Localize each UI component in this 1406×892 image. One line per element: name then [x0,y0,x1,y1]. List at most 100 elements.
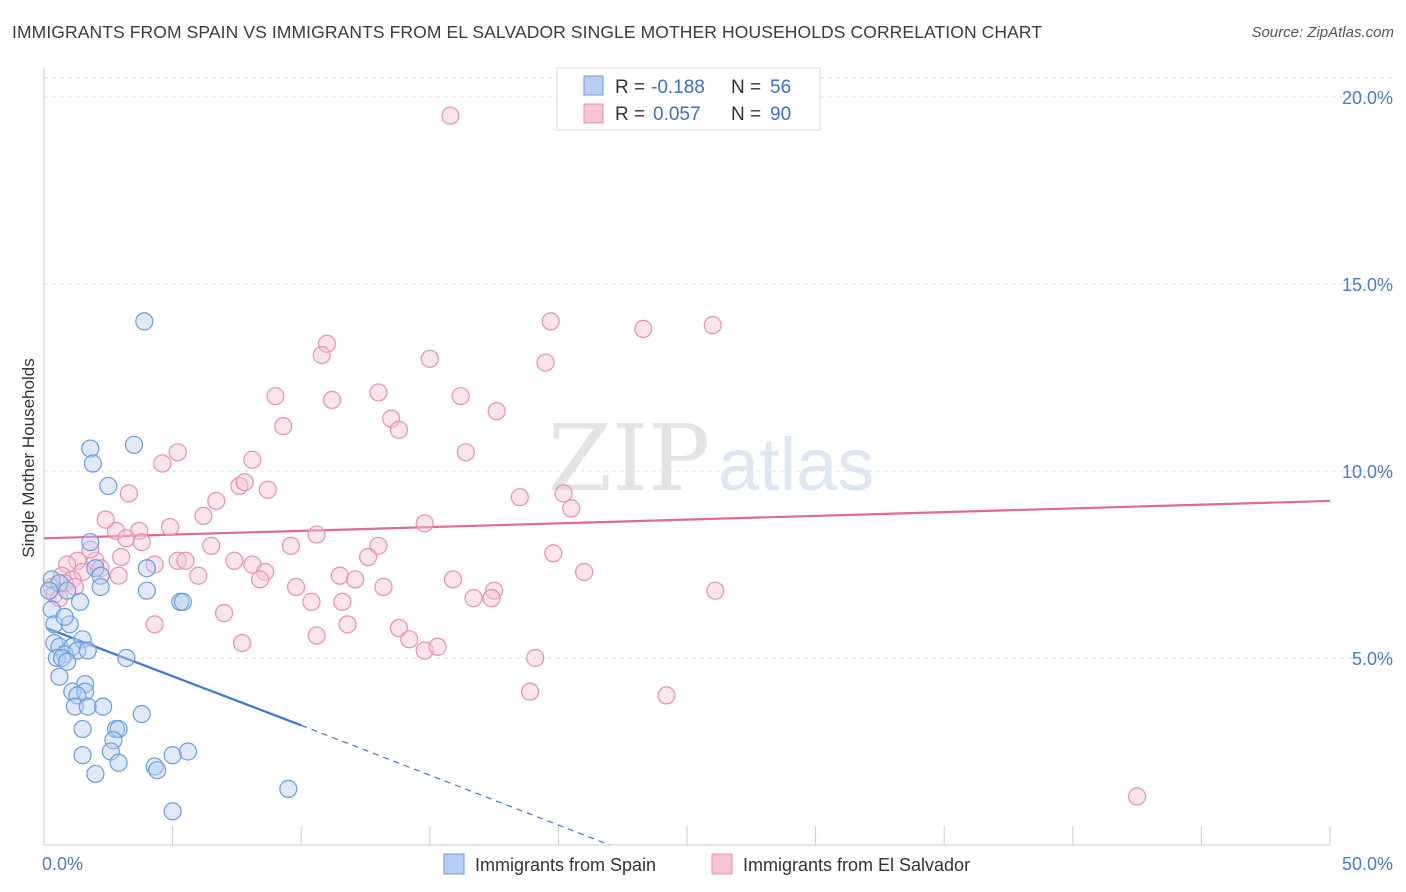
point-el-salvador [333,592,352,612]
point-el-salvador [207,491,226,511]
legend-swatch-el-salvador [583,103,604,124]
point-el-salvador [176,551,195,570]
point-el-salvador [554,484,573,503]
point-el-salvador [266,387,285,406]
y-tick-label: 20.0% [1342,88,1393,108]
point-el-salvador [456,443,475,462]
point-el-salvador [389,618,409,638]
point-spain [78,697,97,716]
point-spain [86,764,105,784]
point-el-salvador [634,319,653,338]
point-el-salvador [202,536,221,555]
bottom-legend-swatch-spain [443,853,465,875]
point-el-salvador [168,443,187,462]
point-el-salvador [487,402,506,421]
point-el-salvador [330,566,349,585]
point-spain [78,641,97,660]
legend-n-value-el-salvador: 90 [770,104,791,125]
point-el-salvador [168,551,187,570]
point-el-salvador [119,484,138,503]
point-el-salvador [443,570,463,589]
point-el-salvador [369,383,388,402]
point-spain [109,719,128,739]
legend-n-label-spain: N = [731,77,761,98]
point-el-salvador [657,686,676,705]
point-spain [132,704,151,724]
point-spain [73,630,92,649]
point-el-salvador [106,521,126,540]
point-spain [73,746,92,765]
point-el-salvador [145,615,164,634]
point-el-salvador [302,592,321,612]
point-el-salvador [307,525,326,544]
axes [43,68,1331,846]
point-el-salvador [706,581,725,600]
point-el-salvador [235,473,254,492]
point-spain [137,559,156,578]
point-spain [117,648,136,668]
point-el-salvador [317,334,337,353]
point-el-salvador [541,312,560,331]
point-spain [58,581,77,600]
point-el-salvador [482,589,501,608]
data-points [40,106,1147,821]
point-el-salvador [258,480,277,499]
point-spain [50,574,69,593]
point-el-salvador [1127,787,1147,806]
point-el-salvador [428,637,447,656]
point-spain [73,719,92,739]
point-el-salvador [526,648,545,668]
point-spain [55,607,74,626]
point-el-salvador [521,682,540,701]
point-el-salvador [214,604,234,623]
point-spain [68,641,87,660]
point-el-salvador [81,540,100,559]
point-spain [279,779,298,799]
point-el-salvador [250,570,270,589]
bottom-legend-label-spain: Immigrants from Spain [475,855,656,875]
point-el-salvador [132,532,151,552]
point-spain [124,435,144,454]
point-spain [70,592,90,612]
point-el-salvador [243,450,262,469]
point-el-salvador [109,566,128,585]
point-spain [94,697,113,716]
point-el-salvador [117,529,136,548]
watermark-atlas: atlas [718,423,874,506]
legend-n-label-el-salvador: N = [731,104,761,125]
point-el-salvador [374,577,393,597]
point-spain [81,439,100,458]
trend-line-spain-extension [300,724,611,846]
point-spain [40,581,59,600]
point-spain [81,532,100,552]
point-el-salvador [510,488,529,507]
point-el-salvador [225,551,244,570]
source-label: Source: ZipAtlas.com [1251,24,1394,41]
y-tick-label: 15.0% [1342,275,1393,295]
point-el-salvador [420,349,439,368]
point-el-salvador [485,581,504,600]
point-el-salvador [68,551,87,570]
y-axis-label: Single Mother Households [19,358,38,557]
point-spain [135,312,154,331]
point-el-salvador [389,420,409,439]
point-el-salvador [232,633,252,653]
point-el-salvador [189,566,208,585]
point-spain [58,652,77,671]
point-spain [45,615,64,634]
legend-r-value-el-salvador: 0.057 [653,104,701,125]
point-el-salvador [544,544,563,563]
point-el-salvador [194,506,213,525]
trend-line-el-salvador [43,499,1331,540]
legend-n-value-spain: 56 [770,77,791,98]
point-el-salvador [91,559,110,578]
point-spain [91,577,110,597]
point-spain [50,667,69,686]
point-el-salvador [274,417,293,436]
point-el-salvador [312,345,331,365]
point-el-salvador [358,547,378,567]
point-el-salvador [160,517,180,537]
legend-r-label-spain: R = [615,77,645,98]
point-el-salvador [703,316,722,335]
point-el-salvador [536,353,555,372]
